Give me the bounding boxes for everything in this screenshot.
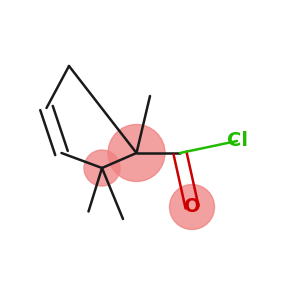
Text: O: O [184,197,200,217]
Circle shape [169,184,214,230]
Text: Cl: Cl [226,131,248,151]
Circle shape [108,124,165,182]
Circle shape [84,150,120,186]
